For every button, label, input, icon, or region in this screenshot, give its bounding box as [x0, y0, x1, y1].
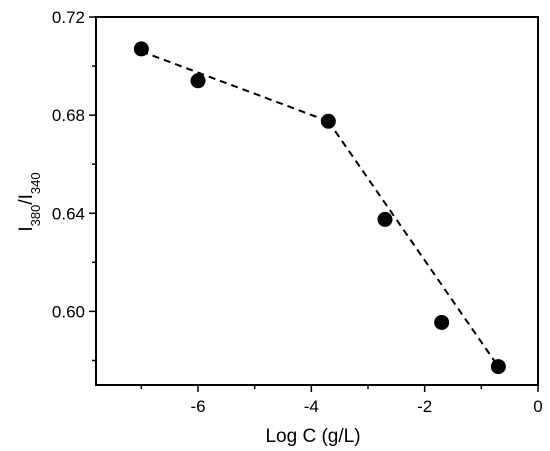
y-axis-label-subscript: 340 — [28, 172, 43, 194]
data-point — [377, 211, 393, 227]
x-tick-label: -6 — [190, 397, 205, 416]
y-axis-label-part: /I — [16, 194, 37, 205]
fit-line — [140, 50, 329, 123]
data-point — [490, 359, 506, 375]
y-tick-label: 0.72 — [52, 8, 85, 27]
data-point — [133, 41, 149, 57]
y-axis-label: I380/I340 — [16, 172, 43, 231]
fit-line — [327, 120, 500, 368]
x-tick-label: -4 — [304, 397, 319, 416]
plot-frame — [95, 16, 539, 386]
axes: -6 -4 -2 0 0.60 0.64 0.68 0.72 — [52, 8, 543, 416]
y-tick-label: 0.64 — [52, 204, 85, 223]
data-points — [133, 41, 506, 375]
data-point — [320, 113, 336, 129]
y-tick-label: 0.60 — [52, 302, 85, 321]
data-point — [190, 73, 206, 89]
x-tick-label: 0 — [533, 397, 542, 416]
y-axis-label-subscript: 380 — [28, 205, 43, 227]
fit-lines — [140, 50, 500, 368]
x-axis-label: Log C (g/L) — [265, 426, 360, 447]
data-point — [434, 314, 450, 330]
y-axis-label-part: I — [16, 226, 37, 231]
y-tick-label: 0.68 — [52, 106, 85, 125]
x-tick-label: -2 — [417, 397, 432, 416]
